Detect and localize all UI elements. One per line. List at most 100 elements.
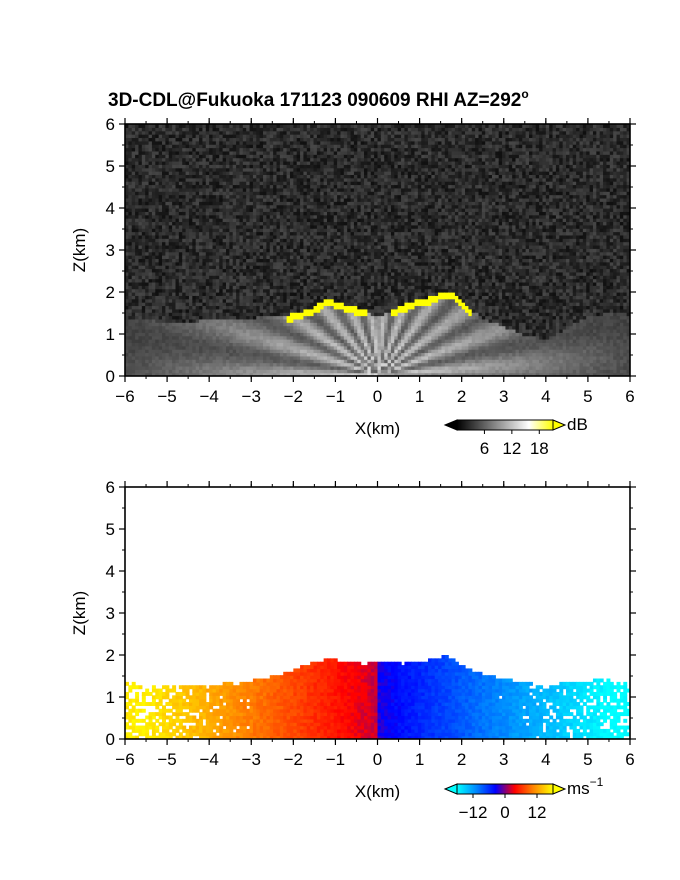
heatmap-cell: [289, 231, 294, 236]
heatmap-cell: [276, 147, 281, 152]
heatmap-cell: [141, 359, 146, 364]
heatmap-cell: [273, 211, 278, 216]
heatmap-cell: [192, 137, 197, 142]
heatmap-cell: [195, 288, 200, 293]
heatmap-cell: [185, 208, 190, 212]
heatmap-cell: [155, 271, 160, 276]
heatmap-cell: [135, 302, 140, 307]
heatmap-cell: [273, 171, 278, 175]
heatmap-cell: [289, 305, 294, 310]
heatmap-cell: [178, 305, 183, 310]
heatmap-cell: [199, 251, 204, 256]
heatmap-cell: [158, 281, 163, 286]
heatmap-cell: [242, 234, 247, 239]
heatmap-cell: [222, 335, 227, 340]
heatmap-cell: [286, 201, 291, 206]
heatmap-cell: [316, 201, 321, 206]
heatmap-cell: [340, 134, 345, 139]
heatmap-cell: [172, 271, 177, 276]
heatmap-cell: [158, 160, 163, 165]
heatmap-cell: [296, 288, 301, 293]
heatmap-cell: [229, 265, 234, 270]
heatmap-cell: [162, 214, 166, 219]
heatmap-cell: [310, 174, 315, 179]
heatmap-cell: [263, 339, 267, 343]
heatmap-cell: [188, 298, 193, 303]
heatmap-cell: [229, 194, 234, 199]
heatmap-cell: [165, 315, 170, 320]
heatmap-cell: [219, 224, 224, 229]
heatmap-cell: [158, 174, 163, 179]
heatmap-cell: [219, 208, 224, 212]
heatmap-cell: [192, 342, 197, 347]
heatmap-cell: [266, 268, 271, 273]
heatmap-cell: [320, 137, 325, 142]
heatmap-cell: [232, 218, 237, 223]
heatmap-cell: [212, 308, 217, 313]
heatmap-cell: [333, 281, 338, 286]
heatmap-cell: [188, 238, 193, 243]
heatmap-cell: [219, 349, 224, 354]
heatmap-cell: [263, 308, 267, 313]
heatmap-cell: [138, 144, 143, 149]
heatmap-cell: [148, 365, 153, 370]
heatmap-cell: [182, 184, 187, 189]
heatmap-cell: [148, 255, 153, 259]
heatmap-cell: [141, 271, 146, 276]
heatmap-cell: [320, 355, 325, 360]
heatmap-cell: [209, 124, 214, 128]
heatmap-cell: [323, 154, 328, 159]
heatmap-cell: [128, 352, 133, 357]
heatmap-cell: [151, 187, 156, 192]
heatmap-cell: [347, 261, 352, 266]
heatmap-cell: [289, 127, 294, 132]
heatmap-cell: [165, 130, 170, 135]
heatmap-cell: [303, 187, 308, 192]
heatmap-cell: [320, 147, 325, 152]
heatmap-cell: [222, 154, 227, 159]
heatmap-cell: [138, 214, 143, 219]
heatmap-cell: [195, 150, 200, 155]
heatmap-cell: [242, 208, 247, 212]
heatmap-cell: [195, 281, 200, 286]
heatmap-cell: [283, 359, 288, 364]
heatmap-cell: [128, 197, 133, 202]
heatmap-cell: [158, 147, 163, 152]
heatmap-cell: [209, 355, 214, 360]
heatmap-cell: [128, 369, 133, 374]
heatmap-cell: [340, 154, 345, 159]
heatmap-cell: [236, 278, 241, 283]
heatmap-cell: [215, 244, 220, 249]
heatmap-cell: [188, 177, 193, 182]
heatmap-cell: [343, 218, 348, 223]
heatmap-cell: [185, 140, 190, 145]
heatmap-cell: [128, 372, 133, 376]
heatmap-cell: [226, 127, 230, 132]
heatmap-cell: [158, 369, 163, 374]
heatmap-cell: [286, 140, 291, 145]
heatmap-cell: [145, 241, 150, 246]
heatmap-cell: [135, 281, 140, 286]
heatmap-cell: [175, 352, 180, 357]
heatmap-cell: [236, 228, 241, 233]
heatmap-cell: [215, 345, 220, 350]
heatmap-cell: [316, 150, 321, 155]
heatmap-cell: [209, 218, 214, 223]
heatmap-cell: [242, 181, 247, 186]
heatmap-cell: [158, 221, 163, 226]
heatmap-cell: [343, 234, 348, 239]
heatmap-cell: [236, 127, 241, 132]
heatmap-cell: [158, 365, 163, 370]
heatmap-cell: [337, 308, 342, 313]
heatmap-cell: [303, 318, 308, 323]
heatmap-cell: [276, 167, 281, 172]
heatmap-cell: [293, 147, 298, 152]
heatmap-cell: [212, 255, 217, 259]
heatmap-cell: [182, 241, 187, 246]
heatmap-cell: [239, 208, 244, 212]
heatmap-cell: [199, 184, 204, 189]
heatmap-cell: [246, 238, 251, 243]
heatmap-cell: [209, 140, 214, 145]
heatmap-cell: [242, 255, 247, 259]
heatmap-cell: [131, 362, 136, 367]
